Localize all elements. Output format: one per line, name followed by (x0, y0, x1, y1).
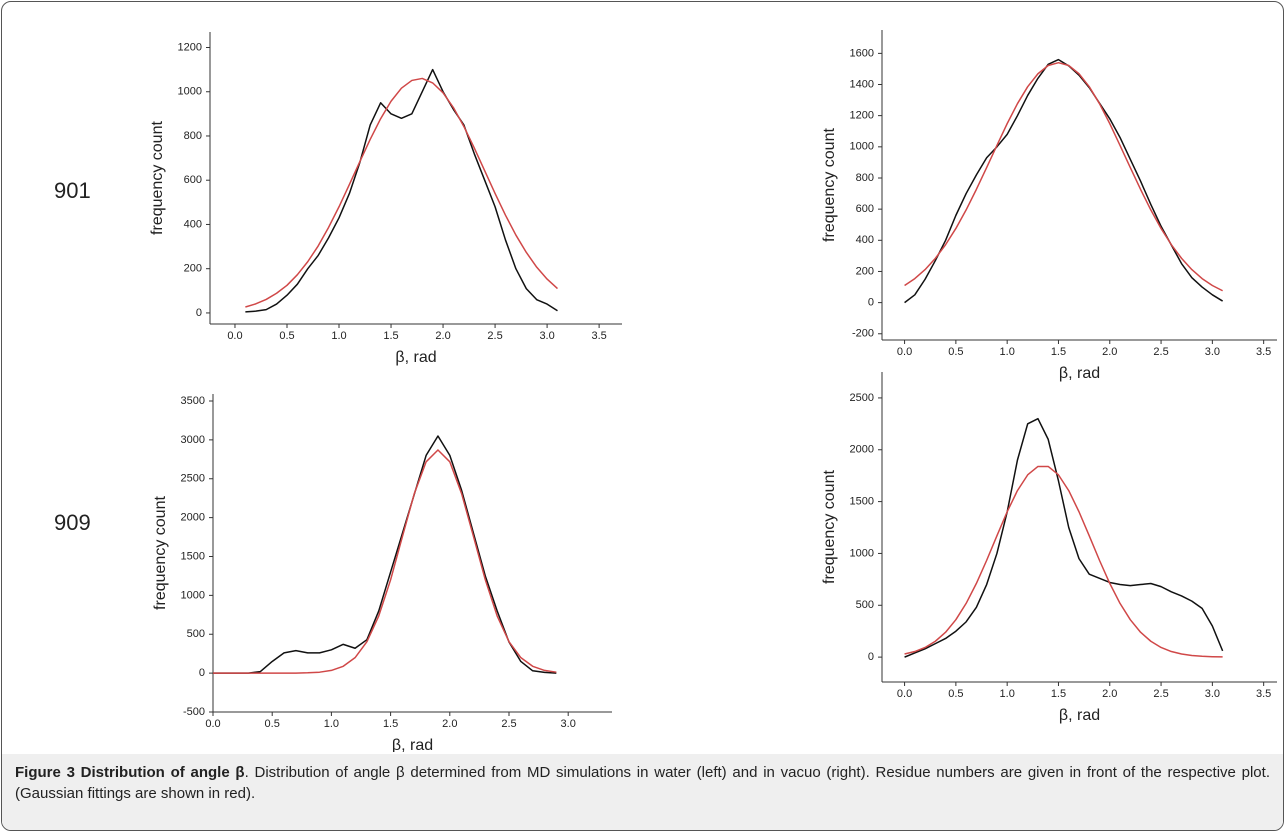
x-tick-label: 0.5 (948, 688, 963, 700)
x-tick-label: 3.0 (561, 718, 576, 730)
x-tick-label: 2.5 (1153, 346, 1168, 358)
line-series (904, 417, 1224, 658)
y-tick-label: 500 (187, 628, 205, 640)
line-series (904, 58, 1224, 304)
x-tick-label: 0.5 (265, 718, 280, 730)
caption-title: Figure 3 Distribution of angle β (15, 764, 245, 781)
x-tick-label: 1.0 (324, 718, 339, 730)
y-tick-label: 3500 (181, 395, 205, 407)
x-tick-label: 1.5 (1051, 688, 1066, 700)
x-tick-label: 0.5 (948, 346, 963, 358)
y-axis-label: frequency count (149, 121, 166, 235)
x-tick-label: 3.0 (1205, 346, 1220, 358)
y-tick-label: 600 (856, 203, 874, 215)
x-tick-label: 1.0 (331, 330, 346, 342)
caption-text: . Distribution of angle β determined fro… (15, 764, 1270, 802)
y-tick-label: 1600 (850, 47, 874, 59)
y-tick-label: 1500 (181, 550, 205, 562)
y-tick-label: 2000 (181, 512, 205, 524)
row-label: 909 (54, 510, 91, 535)
line-series (213, 435, 557, 674)
y-tick-label: 1200 (850, 110, 874, 122)
x-tick-label: 2.0 (1102, 346, 1117, 358)
y-tick-label: 400 (184, 218, 202, 230)
y-tick-label: -200 (852, 328, 874, 340)
x-tick-label: 2.5 (487, 330, 502, 342)
y-axis-label: frequency count (821, 470, 838, 584)
x-tick-label: 1.5 (383, 718, 398, 730)
x-tick-label: 1.5 (383, 330, 398, 342)
x-tick-label: 1.0 (1000, 688, 1015, 700)
y-tick-label: 0 (199, 667, 205, 679)
x-tick-label: 2.5 (501, 718, 516, 730)
y-tick-label: 2000 (850, 444, 874, 456)
caption: Figure 3 Distribution of angle β. Distri… (2, 754, 1283, 830)
x-tick-label: 0.5 (279, 330, 294, 342)
y-tick-label: 3000 (181, 434, 205, 446)
x-tick-label: 0.0 (205, 718, 220, 730)
y-tick-label: 2500 (181, 473, 205, 485)
x-tick-label: 3.0 (539, 330, 554, 342)
y-tick-label: 1000 (850, 141, 874, 153)
y-tick-label: 2500 (850, 392, 874, 404)
x-axis-label: β, rad (1059, 707, 1100, 724)
x-tick-label: 3.5 (1256, 688, 1271, 700)
y-tick-label: 1200 (178, 41, 202, 53)
y-tick-label: 1000 (181, 589, 205, 601)
y-tick-label: 1400 (850, 78, 874, 90)
charts: 901 909 0 200 400 600 800 1000 1200 0.0 0.5 1.0 1.… (54, 30, 1277, 752)
line-series (904, 61, 1223, 292)
line-series (213, 449, 557, 674)
x-tick-label: 2.0 (1102, 688, 1117, 700)
y-tick-label: 800 (184, 130, 202, 142)
y-tick-label: 500 (856, 599, 874, 611)
x-axis-label: β, rad (1059, 365, 1100, 382)
y-tick-label: 0 (868, 297, 874, 309)
y-tick-label: 400 (856, 234, 874, 246)
y-tick-label: 0 (868, 651, 874, 663)
y-tick-label: 200 (856, 265, 874, 277)
line-series (245, 68, 558, 313)
y-tick-label: 1000 (850, 547, 874, 559)
y-tick-label: 200 (184, 263, 202, 275)
x-tick-label: 0.0 (897, 688, 912, 700)
x-tick-label: 3.0 (1205, 688, 1220, 700)
x-tick-label: 2.0 (442, 718, 457, 730)
line-series (904, 465, 1223, 658)
y-tick-label: -500 (183, 706, 205, 718)
y-tick-label: 1500 (850, 496, 874, 508)
x-tick-label: 0.0 (897, 346, 912, 358)
y-tick-label: 0 (196, 307, 202, 319)
x-tick-label: 3.5 (1256, 346, 1271, 358)
y-tick-label: 600 (184, 174, 202, 186)
line-series (245, 77, 558, 308)
x-axis-label: β, rad (392, 737, 433, 752)
x-axis-label: β, rad (395, 349, 436, 366)
x-tick-label: 1.0 (1000, 346, 1015, 358)
x-tick-label: 3.5 (591, 330, 606, 342)
x-tick-label: 0.0 (227, 330, 242, 342)
y-tick-label: 1000 (178, 86, 202, 98)
y-tick-label: 800 (856, 172, 874, 184)
y-axis-label: frequency count (152, 496, 169, 610)
x-tick-label: 1.5 (1051, 346, 1066, 358)
x-tick-label: 2.0 (435, 330, 450, 342)
x-tick-label: 2.5 (1153, 688, 1168, 700)
row-label: 901 (54, 178, 91, 203)
y-axis-label: frequency count (821, 128, 838, 242)
